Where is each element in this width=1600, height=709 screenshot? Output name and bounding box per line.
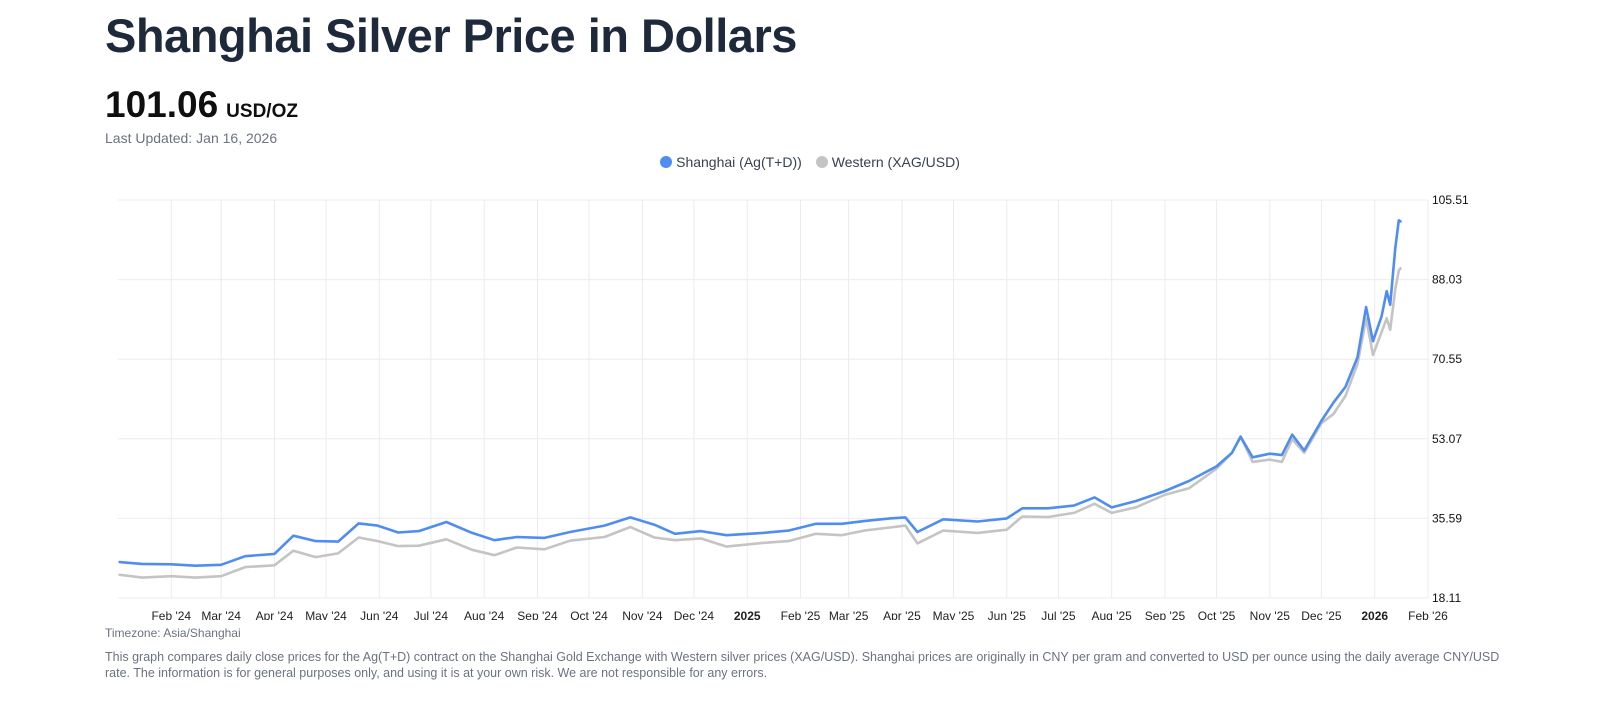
legend-dot-western (815, 156, 828, 168)
x-tick-label: Nov '25 (1250, 609, 1291, 620)
x-tick-label: Mar '24 (201, 609, 241, 620)
x-tick-label: May '24 (305, 609, 347, 620)
x-tick-label: Oct '24 (570, 609, 608, 620)
y-tick-label: 105.51 (1432, 193, 1469, 207)
y-tick-label: 53.07 (1432, 432, 1462, 446)
y-tick-label: 35.59 (1432, 511, 1462, 525)
x-tick-label: Jul '24 (414, 609, 449, 620)
x-tick-label: Apr '24 (256, 609, 294, 620)
x-tick-label: Apr '25 (883, 609, 921, 620)
x-tick-label: Jul '25 (1041, 609, 1076, 620)
x-tick-label: Sep '24 (517, 609, 558, 620)
y-tick-label: 18.11 (1432, 591, 1461, 605)
legend-item-shanghai[interactable]: Shanghai (Ag(T+D)) (660, 154, 802, 170)
x-tick-label: Dec '24 (674, 609, 715, 620)
x-tick-label: Oct '25 (1198, 609, 1236, 620)
last-updated-date: Jan 16, 2026 (196, 130, 278, 146)
x-tick-label: May '25 (933, 609, 975, 620)
y-tick-label: 70.55 (1432, 352, 1462, 366)
price-unit: USD/OZ (226, 101, 298, 122)
legend-label-shanghai: Shanghai (Ag(T+D)) (676, 154, 802, 170)
x-tick-label: Aug '24 (464, 609, 505, 620)
series-line-shanghai (118, 219, 1402, 567)
x-tick-label: Nov '24 (622, 609, 663, 620)
timezone-note: Timezone: Asia/Shanghai (105, 626, 241, 640)
series-line-western (118, 267, 1402, 579)
legend-item-western[interactable]: Western (XAG/USD) (815, 154, 960, 170)
x-tick-label: Dec '25 (1301, 609, 1342, 620)
last-updated: Last Updated: Jan 16, 2026 (105, 130, 277, 146)
disclaimer-note: This graph compares daily close prices f… (105, 650, 1500, 680)
x-tick-label: Aug '25 (1092, 609, 1133, 620)
x-tick-label: Feb '24 (151, 609, 191, 620)
chart-legend: Shanghai (Ag(T+D)) Western (XAG/USD) (0, 154, 1600, 170)
x-tick-label: 2026 (1361, 609, 1388, 620)
x-tick-label: Mar '25 (829, 609, 869, 620)
x-tick-label: 2025 (734, 609, 761, 620)
x-tick-label: Feb '25 (781, 609, 821, 620)
legend-label-western: Western (XAG/USD) (831, 154, 960, 170)
last-updated-label: Last Updated: (105, 130, 193, 146)
current-price: 101.06 (105, 84, 219, 125)
price-display: 101.06 USD/OZ (105, 84, 298, 126)
x-tick-label: Jun '25 (988, 609, 1027, 620)
x-tick-label: Feb '26 (1408, 609, 1448, 620)
legend-dot-shanghai (660, 156, 673, 168)
x-tick-label: Sep '25 (1145, 609, 1186, 620)
page-title: Shanghai Silver Price in Dollars (105, 9, 797, 62)
price-chart[interactable]: 105.51 88.03 70.55 53.07 35.59 18.11 Feb '24 Ma… (0, 0, 1600, 620)
x-tick-label: Jun '24 (360, 609, 399, 620)
y-tick-label: 88.03 (1432, 273, 1462, 287)
